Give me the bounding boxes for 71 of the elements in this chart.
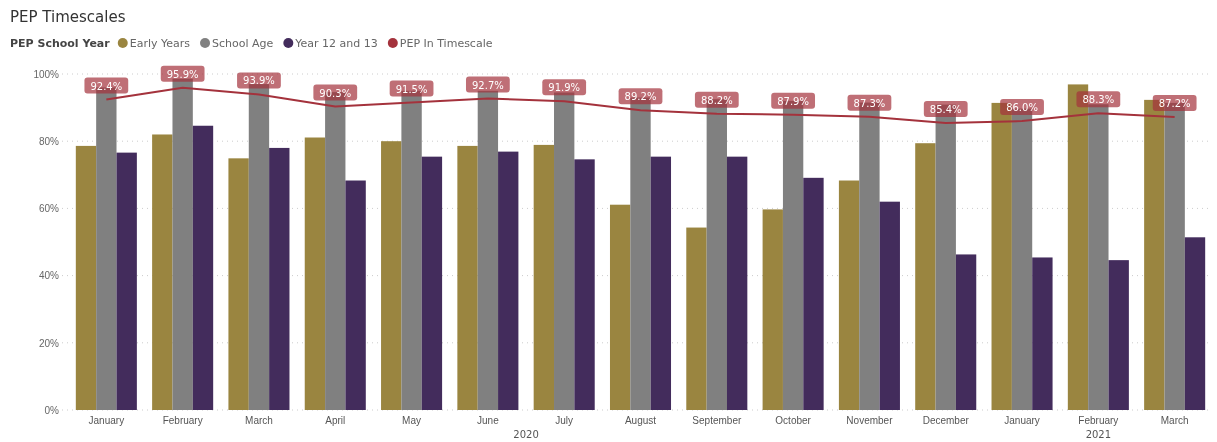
bar: [345, 180, 366, 410]
text: 2021: [1085, 429, 1112, 440]
bar: [955, 254, 977, 410]
data-label: 88.3%: [1082, 94, 1115, 106]
bar: [915, 143, 936, 410]
bar: [116, 152, 137, 410]
x-tick-label: January: [1004, 415, 1040, 427]
bar: [421, 156, 443, 410]
data-label: 88.2%: [700, 94, 733, 106]
data-label: 91.5%: [395, 83, 428, 95]
bar: [152, 134, 173, 410]
chart-title: PEP Timescales: [10, 8, 126, 26]
x-tick-label: December: [922, 415, 970, 427]
bar: [574, 159, 595, 410]
bar: [498, 151, 519, 410]
y-tick-label: 40%: [38, 270, 60, 282]
x-tick-label: June: [477, 415, 500, 427]
bar: [1032, 257, 1053, 410]
bar: [838, 180, 860, 410]
bar: [879, 201, 900, 410]
bar: [269, 147, 290, 410]
data-label: 87.3%: [853, 97, 886, 109]
bar: [304, 137, 326, 410]
y-tick-label: 60%: [38, 203, 60, 215]
x-tick-label: July: [555, 415, 574, 427]
bar: [75, 145, 97, 410]
x-tick-label: April: [325, 415, 346, 427]
bar: [381, 141, 402, 410]
bar: [762, 209, 783, 410]
data-label: 92.4%: [90, 80, 123, 92]
x-tick-label: August: [624, 415, 657, 427]
x-tick-label: March: [245, 415, 273, 427]
data-label: 85.4%: [929, 104, 962, 116]
x-tick-label: February: [1078, 415, 1119, 427]
x-tick-label: November: [846, 415, 894, 427]
y-tick-label: 0%: [44, 404, 60, 416]
data-label: 91.9%: [548, 82, 581, 94]
bar: [726, 156, 748, 410]
x-tick-label: February: [162, 415, 203, 427]
bar: [228, 158, 249, 410]
legend-title: PEP School Year: [10, 37, 111, 50]
legend-label: Year 12 and 13: [294, 37, 378, 50]
data-label: 93.9%: [243, 75, 275, 87]
bar: [192, 125, 214, 410]
legend-label: Early Years: [129, 37, 191, 50]
data-label: 89.2%: [624, 91, 657, 103]
bar: [1184, 237, 1206, 410]
x-tick-label: January: [88, 415, 125, 427]
x-tick-label: September: [692, 415, 742, 427]
bar: [1108, 260, 1129, 410]
data-label: 87.9%: [777, 95, 810, 107]
y-tick-label: 20%: [38, 337, 60, 349]
data-label: 90.3%: [319, 87, 352, 99]
data-label: 95.9%: [166, 68, 199, 80]
y-tick-label: 100%: [33, 68, 60, 80]
bar: [609, 204, 631, 410]
bar: [533, 144, 555, 410]
data-label: 86.0%: [1006, 102, 1038, 114]
x-tick-label: March: [1160, 415, 1189, 427]
data-label: 92.7%: [471, 79, 504, 91]
text: 2020: [513, 429, 539, 440]
x-tick-label: May: [402, 415, 422, 427]
x-tick-label: October: [775, 415, 812, 427]
bar: [686, 227, 707, 410]
data-label: 87.2%: [1158, 98, 1191, 110]
bar: [803, 177, 824, 410]
legend-label: School Age: [212, 37, 274, 50]
bar: [457, 145, 478, 410]
legend-label: PEP In Timescale: [399, 37, 493, 50]
bar: [650, 156, 672, 410]
y-tick-label: 80%: [38, 135, 60, 147]
